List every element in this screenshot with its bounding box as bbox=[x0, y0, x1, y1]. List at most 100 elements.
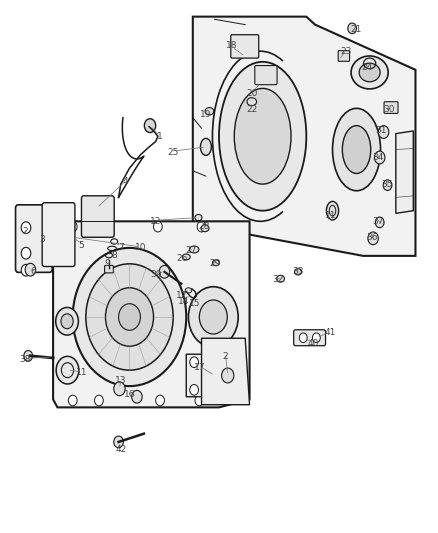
Ellipse shape bbox=[201, 225, 209, 232]
FancyBboxPatch shape bbox=[255, 66, 277, 85]
Circle shape bbox=[159, 265, 170, 278]
Text: 2: 2 bbox=[22, 228, 28, 237]
Circle shape bbox=[368, 232, 378, 245]
Ellipse shape bbox=[294, 269, 301, 275]
Ellipse shape bbox=[205, 108, 214, 115]
Ellipse shape bbox=[332, 108, 381, 191]
FancyBboxPatch shape bbox=[231, 35, 259, 58]
Polygon shape bbox=[186, 354, 245, 397]
Text: 10: 10 bbox=[134, 244, 146, 253]
Circle shape bbox=[86, 264, 173, 370]
Text: 18: 18 bbox=[226, 42, 238, 51]
Circle shape bbox=[95, 395, 103, 406]
Circle shape bbox=[119, 304, 141, 330]
Text: 22: 22 bbox=[246, 105, 258, 114]
Circle shape bbox=[73, 248, 186, 386]
Ellipse shape bbox=[201, 139, 212, 156]
Circle shape bbox=[106, 288, 153, 346]
Ellipse shape bbox=[234, 88, 291, 184]
Text: 37: 37 bbox=[373, 217, 384, 226]
Circle shape bbox=[375, 217, 384, 228]
Circle shape bbox=[25, 263, 35, 276]
Ellipse shape bbox=[182, 254, 190, 260]
Text: 16: 16 bbox=[124, 390, 135, 399]
Text: 34: 34 bbox=[373, 153, 384, 162]
Circle shape bbox=[153, 221, 162, 232]
Text: 25: 25 bbox=[167, 148, 179, 157]
Text: 2: 2 bbox=[223, 352, 228, 361]
Text: 26: 26 bbox=[176, 254, 187, 263]
Text: 15: 15 bbox=[189, 299, 201, 308]
Circle shape bbox=[378, 126, 389, 139]
Circle shape bbox=[95, 221, 103, 232]
Ellipse shape bbox=[185, 288, 192, 293]
Text: 23: 23 bbox=[340, 47, 351, 55]
Ellipse shape bbox=[212, 260, 219, 266]
Text: 30: 30 bbox=[384, 105, 395, 114]
Circle shape bbox=[374, 151, 385, 164]
Text: 5: 5 bbox=[78, 241, 85, 250]
Circle shape bbox=[233, 357, 242, 368]
Ellipse shape bbox=[343, 126, 371, 173]
Ellipse shape bbox=[359, 63, 380, 82]
FancyBboxPatch shape bbox=[81, 196, 114, 237]
Text: 38: 38 bbox=[19, 355, 31, 364]
Circle shape bbox=[21, 247, 31, 259]
Text: 4: 4 bbox=[122, 177, 128, 186]
Text: 1: 1 bbox=[157, 132, 163, 141]
Ellipse shape bbox=[189, 246, 199, 253]
Circle shape bbox=[114, 436, 124, 448]
Text: 8: 8 bbox=[111, 252, 117, 260]
Circle shape bbox=[312, 333, 320, 343]
Text: 7: 7 bbox=[118, 244, 124, 253]
Ellipse shape bbox=[277, 275, 285, 282]
FancyBboxPatch shape bbox=[105, 265, 113, 273]
Circle shape bbox=[56, 357, 79, 384]
Text: 17: 17 bbox=[194, 363, 205, 372]
Text: 20: 20 bbox=[246, 89, 258, 98]
Circle shape bbox=[190, 384, 198, 395]
Circle shape bbox=[56, 308, 78, 335]
Circle shape bbox=[155, 395, 164, 406]
Text: 32: 32 bbox=[272, 275, 284, 284]
Text: 11: 11 bbox=[76, 368, 87, 377]
FancyBboxPatch shape bbox=[384, 102, 398, 114]
Circle shape bbox=[190, 357, 198, 368]
Text: 11: 11 bbox=[325, 212, 336, 221]
Circle shape bbox=[132, 390, 142, 403]
Circle shape bbox=[222, 368, 234, 383]
Text: 13: 13 bbox=[115, 376, 127, 385]
Text: 24: 24 bbox=[362, 63, 373, 71]
Ellipse shape bbox=[247, 98, 257, 106]
Text: 42: 42 bbox=[115, 446, 127, 455]
Ellipse shape bbox=[195, 214, 202, 221]
Text: 12: 12 bbox=[176, 291, 187, 300]
Text: 40: 40 bbox=[307, 339, 318, 348]
Polygon shape bbox=[201, 338, 250, 405]
Text: 9: 9 bbox=[105, 260, 110, 268]
Text: 33: 33 bbox=[292, 268, 304, 276]
Circle shape bbox=[68, 221, 77, 232]
Text: 36: 36 bbox=[366, 233, 378, 242]
Text: 31: 31 bbox=[375, 126, 386, 135]
Text: 35: 35 bbox=[381, 180, 393, 189]
Text: 29: 29 bbox=[209, 260, 220, 268]
Circle shape bbox=[21, 222, 31, 233]
Circle shape bbox=[199, 300, 227, 334]
FancyBboxPatch shape bbox=[15, 205, 52, 272]
Text: 6: 6 bbox=[31, 268, 36, 276]
Polygon shape bbox=[53, 221, 250, 407]
Circle shape bbox=[114, 382, 125, 395]
Polygon shape bbox=[396, 131, 413, 213]
Ellipse shape bbox=[219, 62, 306, 211]
Circle shape bbox=[195, 395, 204, 406]
Ellipse shape bbox=[326, 201, 339, 220]
Circle shape bbox=[61, 314, 73, 329]
FancyBboxPatch shape bbox=[293, 330, 325, 346]
Text: 19: 19 bbox=[200, 110, 212, 119]
Ellipse shape bbox=[351, 56, 388, 89]
Circle shape bbox=[299, 333, 307, 343]
Circle shape bbox=[24, 351, 32, 361]
Polygon shape bbox=[193, 17, 416, 256]
Text: 3: 3 bbox=[39, 236, 45, 245]
